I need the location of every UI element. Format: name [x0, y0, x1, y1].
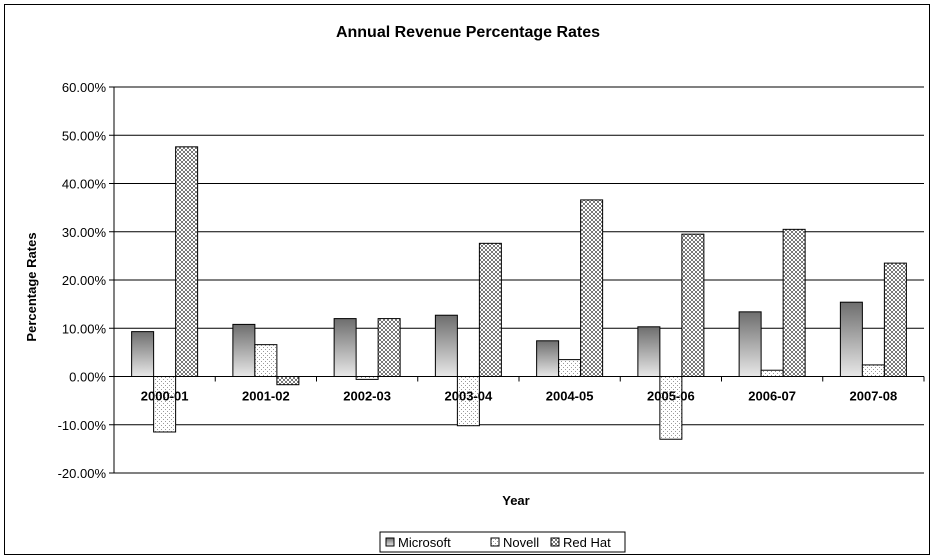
y-tick-label: 10.00%	[62, 321, 107, 336]
bar-microsoft	[839, 301, 863, 378]
x-axis-title: Year	[502, 493, 529, 508]
y-tick-label: 60.00%	[62, 80, 107, 95]
legend-box	[379, 531, 626, 553]
bar-red-hat	[883, 262, 907, 377]
bar-red-hat	[478, 242, 502, 377]
x-category-label: 2001-02	[242, 389, 290, 404]
bar-red-hat	[377, 318, 401, 378]
bar-novell	[760, 369, 784, 378]
x-category-label: 2002-03	[343, 389, 391, 404]
legend-swatch	[550, 537, 560, 547]
bar-novell	[861, 364, 885, 378]
x-category-label: 2005-06	[647, 389, 695, 404]
x-category-label: 2000-01	[141, 389, 189, 404]
legend: Microsoft Novell Red Hat	[379, 531, 626, 553]
y-tick-label: 40.00%	[62, 177, 107, 192]
bar-microsoft	[637, 326, 661, 377]
bar-microsoft	[333, 318, 357, 378]
y-tick-label: 20.00%	[62, 273, 107, 288]
chart-title: Annual Revenue Percentage Rates	[336, 24, 600, 41]
axis-layer: 60.00% 50.00% 40.00% 30.00% 20.00% 10.00% 0.00…	[58, 80, 925, 481]
bar-novell	[659, 376, 683, 440]
bar-novell	[153, 376, 177, 433]
bar-red-hat	[175, 146, 199, 377]
legend-label: Microsoft	[398, 535, 451, 550]
bar-microsoft	[232, 323, 256, 378]
legend-swatch	[490, 537, 500, 547]
x-category-label: 2003-04	[445, 389, 493, 404]
y-tick-label: -20.00%	[58, 466, 107, 481]
bar-novell	[558, 359, 582, 377]
y-tick-label: -10.00%	[58, 418, 107, 433]
legend-label: Red Hat	[563, 535, 611, 550]
bar-novell	[254, 344, 278, 377]
bar-microsoft	[131, 331, 155, 378]
x-category-label: 2007-08	[850, 389, 898, 404]
bar-microsoft	[536, 340, 560, 378]
y-tick-label: 0.00%	[69, 370, 106, 385]
x-category-label: 2006-07	[748, 389, 796, 404]
chart-frame: Annual Revenue Percentage Rates 60.00% 50…	[4, 4, 930, 555]
legend-swatch	[385, 537, 395, 547]
bar-microsoft	[434, 314, 458, 378]
y-tick-label: 50.00%	[62, 128, 107, 143]
y-axis-title: Percentage Rates	[24, 232, 39, 341]
bar-red-hat	[580, 199, 604, 377]
bar-red-hat	[681, 233, 705, 377]
legend-label: Novell	[503, 535, 539, 550]
chart-svg: Annual Revenue Percentage Rates 60.00% 50…	[24, 24, 925, 553]
bar-microsoft	[738, 311, 762, 377]
bar-red-hat	[276, 376, 300, 386]
bars-layer	[131, 146, 907, 440]
y-tick-label: 30.00%	[62, 225, 107, 240]
x-category-label: 2004-05	[546, 389, 594, 404]
bar-red-hat	[782, 228, 806, 377]
